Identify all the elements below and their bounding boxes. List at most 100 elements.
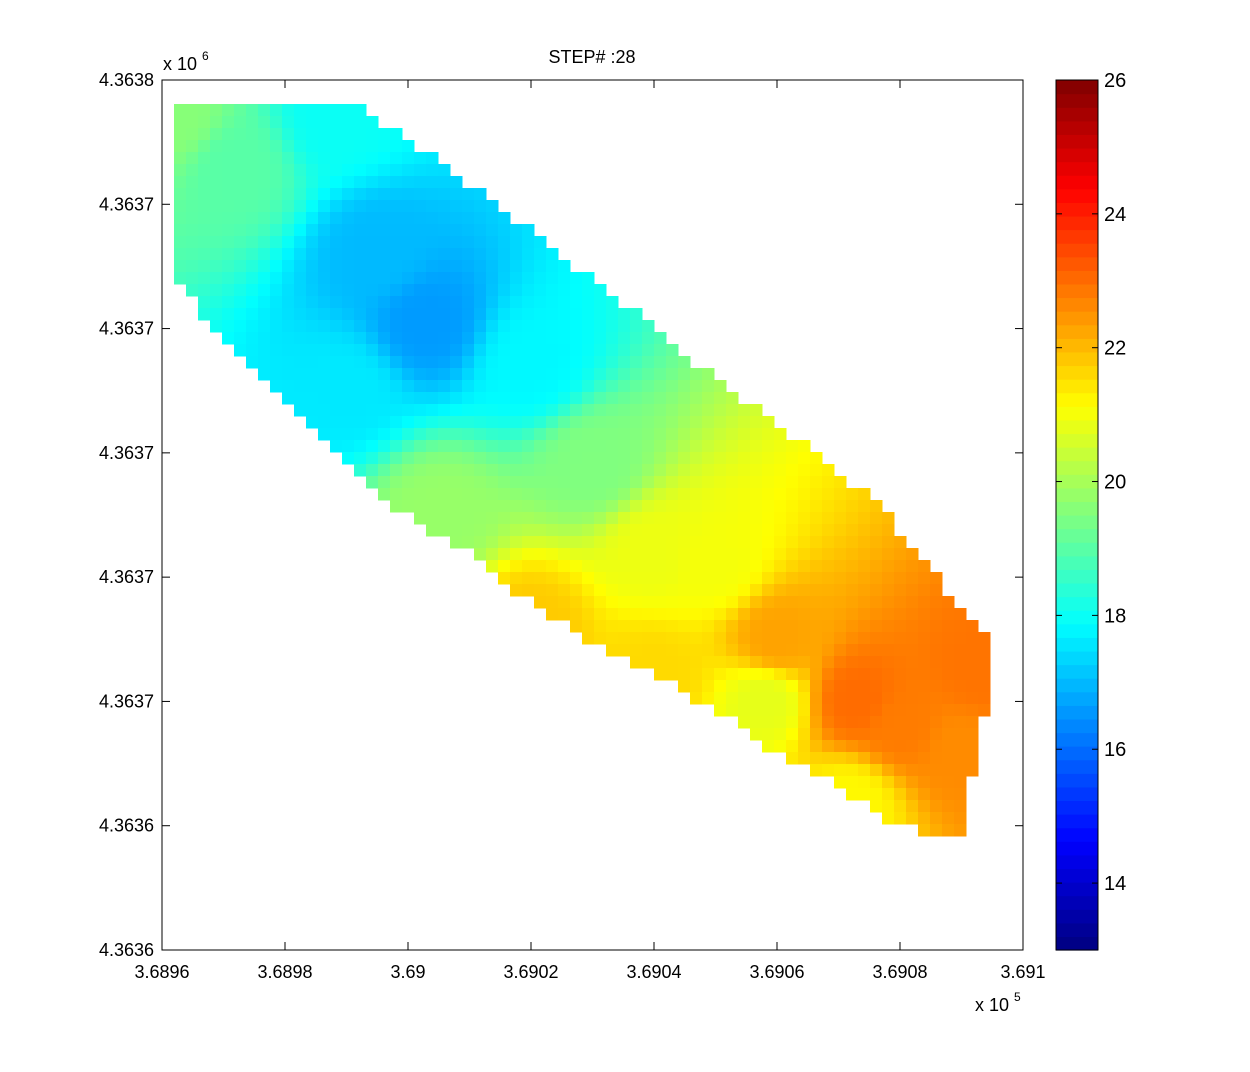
heatmap-cell <box>582 464 595 477</box>
heatmap-cell <box>234 332 247 345</box>
heatmap-cell <box>306 284 319 297</box>
heatmap-cell <box>174 272 187 285</box>
heatmap-cell <box>354 428 367 441</box>
heatmap-cell <box>618 332 631 345</box>
heatmap-cell <box>918 788 931 801</box>
heatmap-cell <box>630 512 643 525</box>
heatmap-cell <box>630 320 643 333</box>
heatmap-cell <box>690 572 703 585</box>
heatmap-cell <box>486 272 499 285</box>
heatmap-cell <box>546 584 559 597</box>
heatmap-cell <box>690 476 703 489</box>
heatmap-cell <box>810 452 823 465</box>
heatmap-cell <box>582 488 595 501</box>
heatmap-cell <box>810 500 823 513</box>
heatmap-cell <box>534 308 547 321</box>
heatmap-cell <box>582 608 595 621</box>
heatmap-cell <box>354 344 367 357</box>
heatmap-cell <box>690 524 703 537</box>
heatmap-cell <box>810 692 823 705</box>
heatmap-cell <box>786 500 799 513</box>
colorbar-segment <box>1056 433 1098 448</box>
heatmap-cell <box>942 704 955 717</box>
heatmap-cell <box>894 620 907 633</box>
heatmap-cell <box>978 668 991 681</box>
heatmap-cell <box>342 224 355 237</box>
heatmap-cell <box>594 380 607 393</box>
heatmap-cell <box>522 236 535 249</box>
heatmap-cell <box>510 236 523 249</box>
heatmap-cell <box>198 272 211 285</box>
heatmap-cell <box>666 668 679 681</box>
colorbar-segment <box>1056 147 1098 163</box>
heatmap-cell <box>690 380 703 393</box>
heatmap-cell <box>882 632 895 645</box>
heatmap-cell <box>582 536 595 549</box>
heatmap-cell <box>282 236 295 249</box>
heatmap-cell <box>306 200 319 213</box>
heatmap-cell <box>738 584 751 597</box>
heatmap-cell <box>342 416 355 429</box>
heatmap-cell <box>426 404 439 417</box>
heatmap-cell <box>630 344 643 357</box>
heatmap-cell <box>666 572 679 585</box>
heatmap-cell <box>582 356 595 369</box>
heatmap-cell <box>402 368 415 381</box>
heatmap-cell <box>366 152 379 165</box>
heatmap-cell <box>498 512 511 525</box>
heatmap-cell <box>582 392 595 405</box>
heatmap-cell <box>186 140 199 153</box>
heatmap-cell <box>714 656 727 669</box>
heatmap-cell <box>642 524 655 537</box>
heatmap-cell <box>474 320 487 333</box>
colorbar-segment <box>1056 569 1098 584</box>
heatmap-cell <box>366 164 379 177</box>
heatmap-cell <box>570 344 583 357</box>
heatmap-cell <box>702 668 715 681</box>
heatmap-cell <box>690 560 703 573</box>
heatmap-cell <box>366 452 379 465</box>
heatmap-cell <box>702 620 715 633</box>
heatmap-cell <box>930 728 943 741</box>
heatmap-cell <box>942 812 955 825</box>
heatmap-cell <box>390 416 403 429</box>
heatmap-cell <box>930 644 943 657</box>
heatmap-cell <box>582 500 595 513</box>
heatmap-cell <box>438 212 451 225</box>
heatmap-cell <box>234 248 247 261</box>
heatmap-cell <box>414 428 427 441</box>
heatmap-cell <box>438 284 451 297</box>
heatmap-cell <box>846 500 859 513</box>
heatmap-cell <box>498 308 511 321</box>
heatmap-cell <box>402 200 415 213</box>
heatmap-cell <box>270 260 283 273</box>
colorbar-segment <box>1056 800 1098 815</box>
heatmap-cell <box>510 404 523 417</box>
heatmap-cell <box>522 392 535 405</box>
heatmap-cell <box>894 800 907 813</box>
heatmap-cell <box>570 296 583 309</box>
heatmap-cell <box>390 344 403 357</box>
heatmap-cell <box>318 308 331 321</box>
heatmap-cell <box>630 308 643 321</box>
heatmap-cell <box>390 284 403 297</box>
heatmap-cell <box>942 800 955 813</box>
heatmap-cell <box>642 656 655 669</box>
heatmap-cell <box>906 812 919 825</box>
heatmap-cell <box>870 716 883 729</box>
heatmap-cell <box>462 368 475 381</box>
heatmap-cell <box>378 284 391 297</box>
heatmap-cell <box>294 104 307 117</box>
heatmap-cell <box>894 560 907 573</box>
colorbar-tick-label: 26 <box>1104 70 1126 92</box>
heatmap-cell <box>894 596 907 609</box>
colorbar-segment <box>1056 596 1098 611</box>
heatmap-cell <box>234 176 247 189</box>
heatmap-cell <box>618 632 631 645</box>
heatmap-cell <box>198 236 211 249</box>
heatmap-cell <box>522 584 535 597</box>
heatmap-cell <box>354 272 367 285</box>
heatmap-cell <box>738 608 751 621</box>
heatmap-cell <box>942 788 955 801</box>
heatmap-cell <box>342 308 355 321</box>
